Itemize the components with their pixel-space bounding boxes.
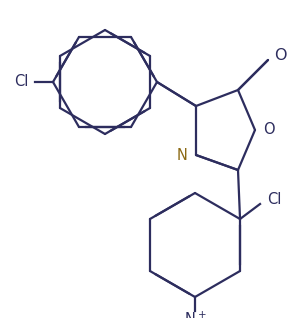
Text: N$^+$: N$^+$ — [184, 310, 206, 318]
Text: O: O — [274, 49, 286, 64]
Text: N: N — [177, 148, 188, 162]
Text: Cl: Cl — [14, 74, 28, 89]
Text: Cl: Cl — [267, 192, 281, 208]
Text: O: O — [263, 122, 275, 137]
